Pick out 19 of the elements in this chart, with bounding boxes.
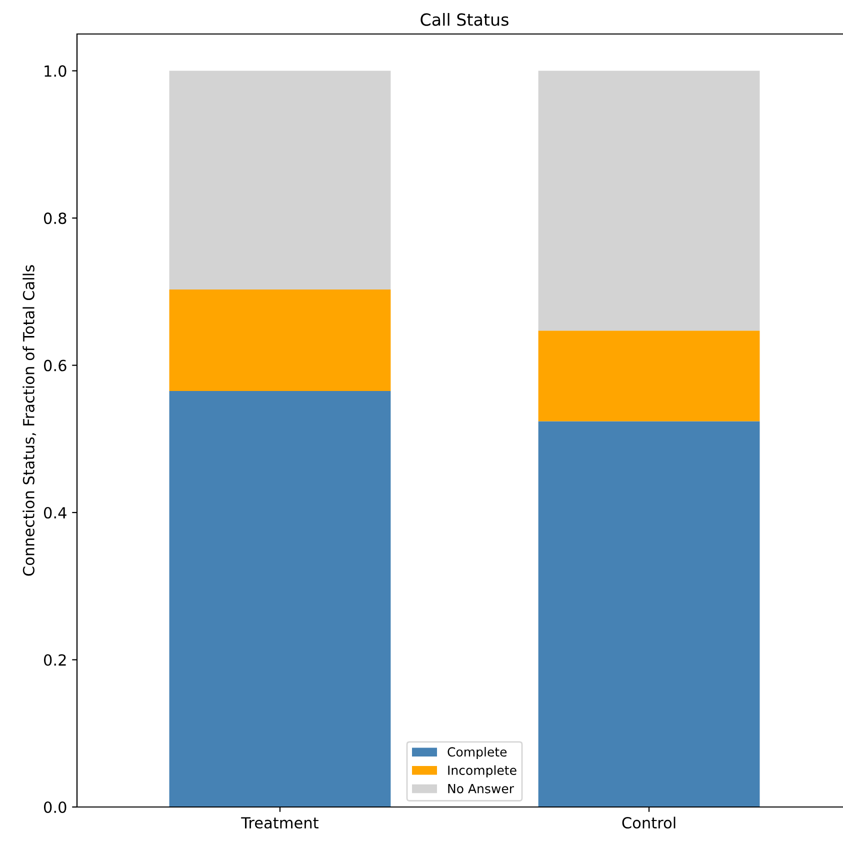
y-axis-title: Connection Status, Fraction of Total Calls: [22, 265, 36, 576]
bar: [538, 70, 760, 331]
chart-title: Call Status: [420, 13, 508, 26]
x-tick-label: Control: [622, 816, 676, 829]
y-tick-label: 0.4: [44, 506, 66, 519]
y-tick-label: 0.2: [44, 654, 66, 666]
bar: [538, 330, 760, 422]
bar: [538, 421, 760, 807]
bar: [169, 289, 391, 392]
legend-label: No Answer: [448, 784, 514, 794]
bar: [169, 391, 391, 807]
y-tick-label: 1.0: [44, 65, 66, 77]
x-tick-label: Treatment: [241, 817, 318, 829]
y-tick-label: 0.8: [44, 212, 66, 224]
y-tick-label: 0.0: [44, 801, 66, 814]
bar: [169, 70, 391, 290]
y-tick-label: 0.6: [44, 360, 66, 372]
legend-label: Incomplete: [448, 765, 516, 778]
legend-label: Complete: [448, 746, 507, 760]
